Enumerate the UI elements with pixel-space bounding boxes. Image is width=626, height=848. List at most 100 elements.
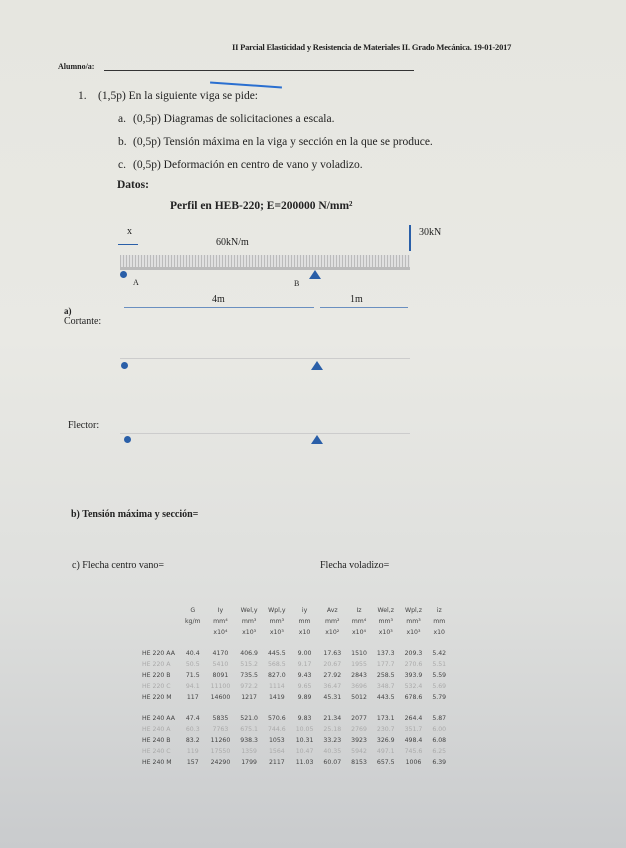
table-cell: mm	[433, 618, 446, 625]
table-cell: 177.7	[376, 661, 395, 668]
table-cell: 1217	[241, 694, 257, 701]
roller-support-b-icon	[311, 435, 323, 444]
table-cell: 33.23	[323, 737, 342, 744]
item-a: (0,5p) Diagramas de solicitaciones a esc…	[133, 113, 335, 125]
span-1-label: 4m	[212, 294, 225, 305]
item-letter: b.	[118, 136, 127, 148]
table-cell: 6.25	[432, 748, 447, 755]
table-cell: 6.39	[432, 759, 447, 766]
table-units-row: kg/m mm⁴ mm³ mm³ mm mm² mm⁴ mm³ mm³ mm	[140, 616, 451, 627]
table-cell: 9.43	[297, 672, 312, 679]
pin-support-a-icon	[120, 271, 127, 278]
item-c: (0,5p) Deformación en centro de vano y v…	[133, 159, 363, 171]
table-cell: 21.34	[323, 715, 342, 722]
table-cell: 47.4	[185, 715, 200, 722]
table-cell: 20.67	[323, 661, 342, 668]
table-cell: 173.1	[376, 715, 395, 722]
table-cell: 60.3	[185, 726, 200, 733]
table-cell: x10⁴	[213, 629, 228, 636]
cantilever-deflection-answer[interactable]: Flecha voladizo=	[320, 560, 390, 571]
table-cell: 9.89	[297, 694, 312, 701]
item-b: (0,5p) Tensión máxima en la viga y secci…	[133, 136, 433, 148]
point-load-arrow-icon	[409, 225, 411, 251]
table-cell: 5.51	[432, 661, 447, 668]
row-label	[140, 616, 180, 627]
table-cell: 2117	[268, 759, 285, 766]
table-cell: 1955	[351, 661, 367, 668]
table-cell: 1053	[268, 737, 285, 744]
table-cell: 230.7	[376, 726, 395, 733]
student-name-field[interactable]	[104, 70, 414, 71]
table-cell: mm	[298, 618, 311, 625]
table-cell: 25.18	[323, 726, 342, 733]
table-scales-row: x10⁴ x10³ x10³ x10 x10² x10⁴ x10³ x10³ x10	[140, 627, 451, 638]
answer-a-label: a)	[64, 306, 72, 316]
row-label: HE 240 A	[142, 726, 171, 733]
table-cell: 498.4	[404, 737, 423, 744]
table-cell: 6.00	[432, 726, 447, 733]
table-cell: 14600	[210, 694, 231, 701]
table-cell: 5.42	[432, 650, 447, 657]
row-label: HE 220 C	[142, 683, 171, 690]
table-cell: 5.69	[432, 683, 447, 690]
table-cell: 515.2	[240, 661, 258, 668]
table-cell: 10.47	[295, 748, 314, 755]
point-load-label: 30kN	[419, 227, 442, 238]
table-cell: 351.7	[404, 726, 423, 733]
table-cell: 532.4	[404, 683, 423, 690]
table-cell: 157	[186, 759, 199, 766]
table-header-row: G Iy Wel,y Wpl,y iy Avz Iz Wel,z Wpl,z iz	[140, 605, 451, 616]
table-cell: 827.0	[267, 672, 286, 679]
table-cell: 83.2	[185, 737, 200, 744]
profile-text: Perfil en HEB-220; E=200000 N/mm²	[170, 200, 353, 212]
table-cell: 45.31	[323, 694, 342, 701]
table-cell: 5.87	[432, 715, 447, 722]
span-2-label: 1m	[350, 294, 363, 305]
moment-diagram-axis[interactable]	[120, 433, 410, 434]
table-cell: 8153	[351, 759, 367, 766]
table-cell: 4170	[212, 650, 229, 657]
support-b-label: B	[294, 279, 300, 288]
table-cell: 119	[186, 748, 199, 755]
table-cell: Wpl,z	[404, 607, 422, 614]
x-axis-arrow-icon	[118, 244, 138, 245]
table-cell: 2077	[351, 715, 367, 722]
distributed-load-label: 60kN/m	[216, 237, 249, 248]
datos-label: Datos:	[117, 179, 149, 191]
table-cell: x10²	[325, 629, 340, 636]
max-stress-answer[interactable]: b) Tensión máxima y sección=	[71, 509, 199, 520]
table-cell: 675.1	[240, 726, 258, 733]
table-cell: 1114	[268, 683, 285, 690]
shear-diagram-axis[interactable]	[120, 358, 410, 359]
table-cell: 393.9	[404, 672, 423, 679]
table-cell: 137.3	[376, 650, 395, 657]
row-label: HE 240 M	[142, 759, 172, 766]
table-cell: 27.92	[323, 672, 342, 679]
table-cell: 9.83	[297, 715, 312, 722]
table-cell: 1564	[268, 748, 285, 755]
support-a-label: A	[133, 278, 139, 287]
table-cell: 11.03	[295, 759, 314, 766]
table-cell: 11100	[210, 683, 231, 690]
table-cell: 9.00	[297, 650, 312, 657]
table-cell: 40.4	[185, 650, 200, 657]
table-cell: 938.3	[240, 737, 258, 744]
table-cell: 1359	[241, 748, 257, 755]
table-cell: 8091	[212, 672, 229, 679]
moment-label: Flector:	[68, 420, 100, 431]
table-row: HE 220 A 50.5 5410 515.2 568.5 9.17 20.67 1955 1…	[140, 659, 451, 670]
table-cell: 735.5	[240, 672, 258, 679]
table-cell: Avz	[326, 607, 338, 614]
item-letter: a.	[118, 113, 126, 125]
row-label: HE 220 B	[142, 672, 171, 679]
row-label	[140, 605, 180, 616]
table-cell: 209.3	[404, 650, 423, 657]
table-cell: x10³	[378, 629, 393, 636]
midspan-deflection-answer[interactable]: c) Flecha centro vano=	[72, 560, 164, 571]
question-number: 1.	[78, 90, 87, 102]
table-cell: 36.47	[323, 683, 342, 690]
table-cell: 6.08	[432, 737, 447, 744]
item-letter: c.	[118, 159, 126, 171]
table-cell: 10.05	[295, 726, 314, 733]
table-cell: 5.79	[432, 694, 447, 701]
